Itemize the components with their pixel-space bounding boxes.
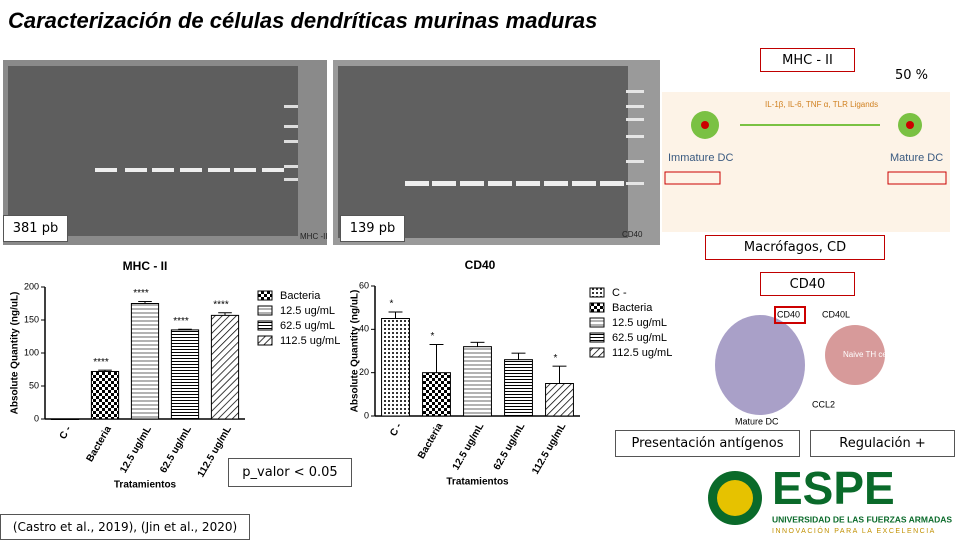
label-box: Presentación antígenos [615, 430, 800, 457]
chart-title: CD40 [465, 258, 496, 272]
legend-swatch [589, 347, 605, 358]
significance: **** [173, 316, 189, 327]
logo-text: INNOVACIÓN PARA LA EXCELENCIA [772, 526, 936, 535]
y-tick-label: 40 [359, 324, 369, 334]
logo: ESPE UNIVERSIDAD DE LAS FUERZAS ARMADAS … [708, 462, 952, 535]
diagram-text: CD40 [777, 309, 800, 319]
cd40-diagram: CD40 CD40L Naive TH cell CCL2 Mature DC [715, 306, 891, 426]
y-axis-label: Absolute Quantity (ng/uL) [10, 292, 21, 415]
y-tick-label: 150 [24, 314, 39, 324]
x-tick-label: 12.5 ug/mL [451, 421, 487, 472]
y-tick-label: 60 [359, 280, 369, 290]
diagram-text: IL-1β, IL-6, TNF α, TLR Ligands [765, 100, 878, 109]
legend-swatch [257, 290, 273, 301]
legend-swatch [589, 302, 605, 313]
bar [422, 372, 451, 417]
x-tick-label: C - [388, 421, 404, 438]
legend-label: C - [612, 287, 627, 299]
legend-label: 12.5 ug/mL [612, 317, 667, 329]
label-box: p_valor < 0.05 [228, 458, 352, 487]
legend-label: 112.5 ug/mL [280, 335, 340, 347]
bar [545, 383, 574, 417]
gel-label: 381 pb [3, 215, 68, 242]
significance: * [431, 331, 435, 342]
x-tick-label: 62.5 ug/mL [158, 424, 194, 475]
x-tick-label: 62.5 ug/mL [492, 421, 528, 472]
gel-caption: CD40 [622, 230, 643, 239]
x-tick-label: Bacteria [416, 421, 445, 461]
diagram-text: Naive TH cell [843, 350, 891, 359]
label-box: Regulación + [810, 430, 955, 457]
bar [130, 303, 160, 420]
percent: 50 % [895, 68, 929, 83]
slide-title: Caracterización de células dendríticas m… [8, 8, 597, 33]
legend-swatch [589, 317, 605, 328]
y-tick-label: 200 [24, 281, 39, 291]
legend-swatch [257, 320, 273, 331]
legend-label: 12.5 ug/mL [280, 305, 335, 317]
x-tick-label: C - [58, 424, 74, 441]
label-box: Macrófagos, CD [705, 235, 885, 260]
diagram-text: Mature DC [735, 416, 779, 426]
significance: **** [213, 299, 229, 310]
y-tick-label: 20 [359, 367, 369, 377]
bar [381, 318, 410, 417]
legend-swatch [589, 332, 605, 343]
legend-swatch [257, 305, 273, 316]
logo-name: ESPE [772, 462, 895, 514]
y-tick-label: 50 [29, 380, 39, 390]
logo-text: UNIVERSIDAD DE LAS FUERZAS ARMADAS [772, 514, 952, 524]
chart-title: MHC - II [123, 259, 168, 273]
legend-label: Bacteria [280, 290, 321, 302]
y-tick-label: 100 [24, 347, 39, 357]
diagram-text: CCL2 [812, 399, 835, 409]
gel-label: 139 pb [340, 215, 405, 242]
x-tick-label: 12.5 ug/mL [118, 424, 154, 475]
legend-label: 62.5 ug/mL [280, 320, 335, 332]
significance: **** [133, 288, 149, 299]
legend-swatch [589, 287, 605, 298]
significance: * [390, 299, 394, 310]
label-box: CD40 [760, 272, 855, 296]
legend-label: 112.5 ug/mL [612, 347, 672, 359]
gel-image: MHC -II CD40 [3, 60, 660, 245]
x-axis-label: Tratamientos [114, 480, 177, 491]
citation: (Castro et al., 2019), (Jin et al., 2020… [0, 514, 250, 540]
label-box: MHC - II [760, 48, 855, 72]
diagram-text: Immature DC [668, 152, 733, 164]
significance: * [554, 353, 558, 364]
y-tick-label: 0 [34, 413, 39, 423]
bar [90, 370, 120, 420]
x-axis-label: Tratamientos [446, 477, 509, 488]
bar [170, 329, 200, 420]
dc-diagram: IL-1β, IL-6, TNF α, TLR Ligands Immature… [662, 92, 950, 232]
y-tick-label: 0 [364, 410, 369, 420]
bar [210, 314, 240, 420]
legend-label: Bacteria [612, 302, 653, 314]
diagram-text: Mature DC [890, 152, 943, 164]
legend-label: 62.5 ug/mL [612, 332, 667, 344]
y-axis-label: Absolute Quantity (ng/uL) [350, 290, 361, 413]
bar [463, 346, 492, 417]
gel-caption: MHC -II [300, 232, 328, 241]
significance: **** [93, 357, 109, 368]
x-tick-label: 112.5 ug/mL [530, 421, 568, 476]
legend-swatch [257, 335, 273, 346]
bar [504, 359, 533, 417]
x-tick-label: Bacteria [85, 424, 114, 464]
diagram-text: CD40L [822, 309, 850, 319]
